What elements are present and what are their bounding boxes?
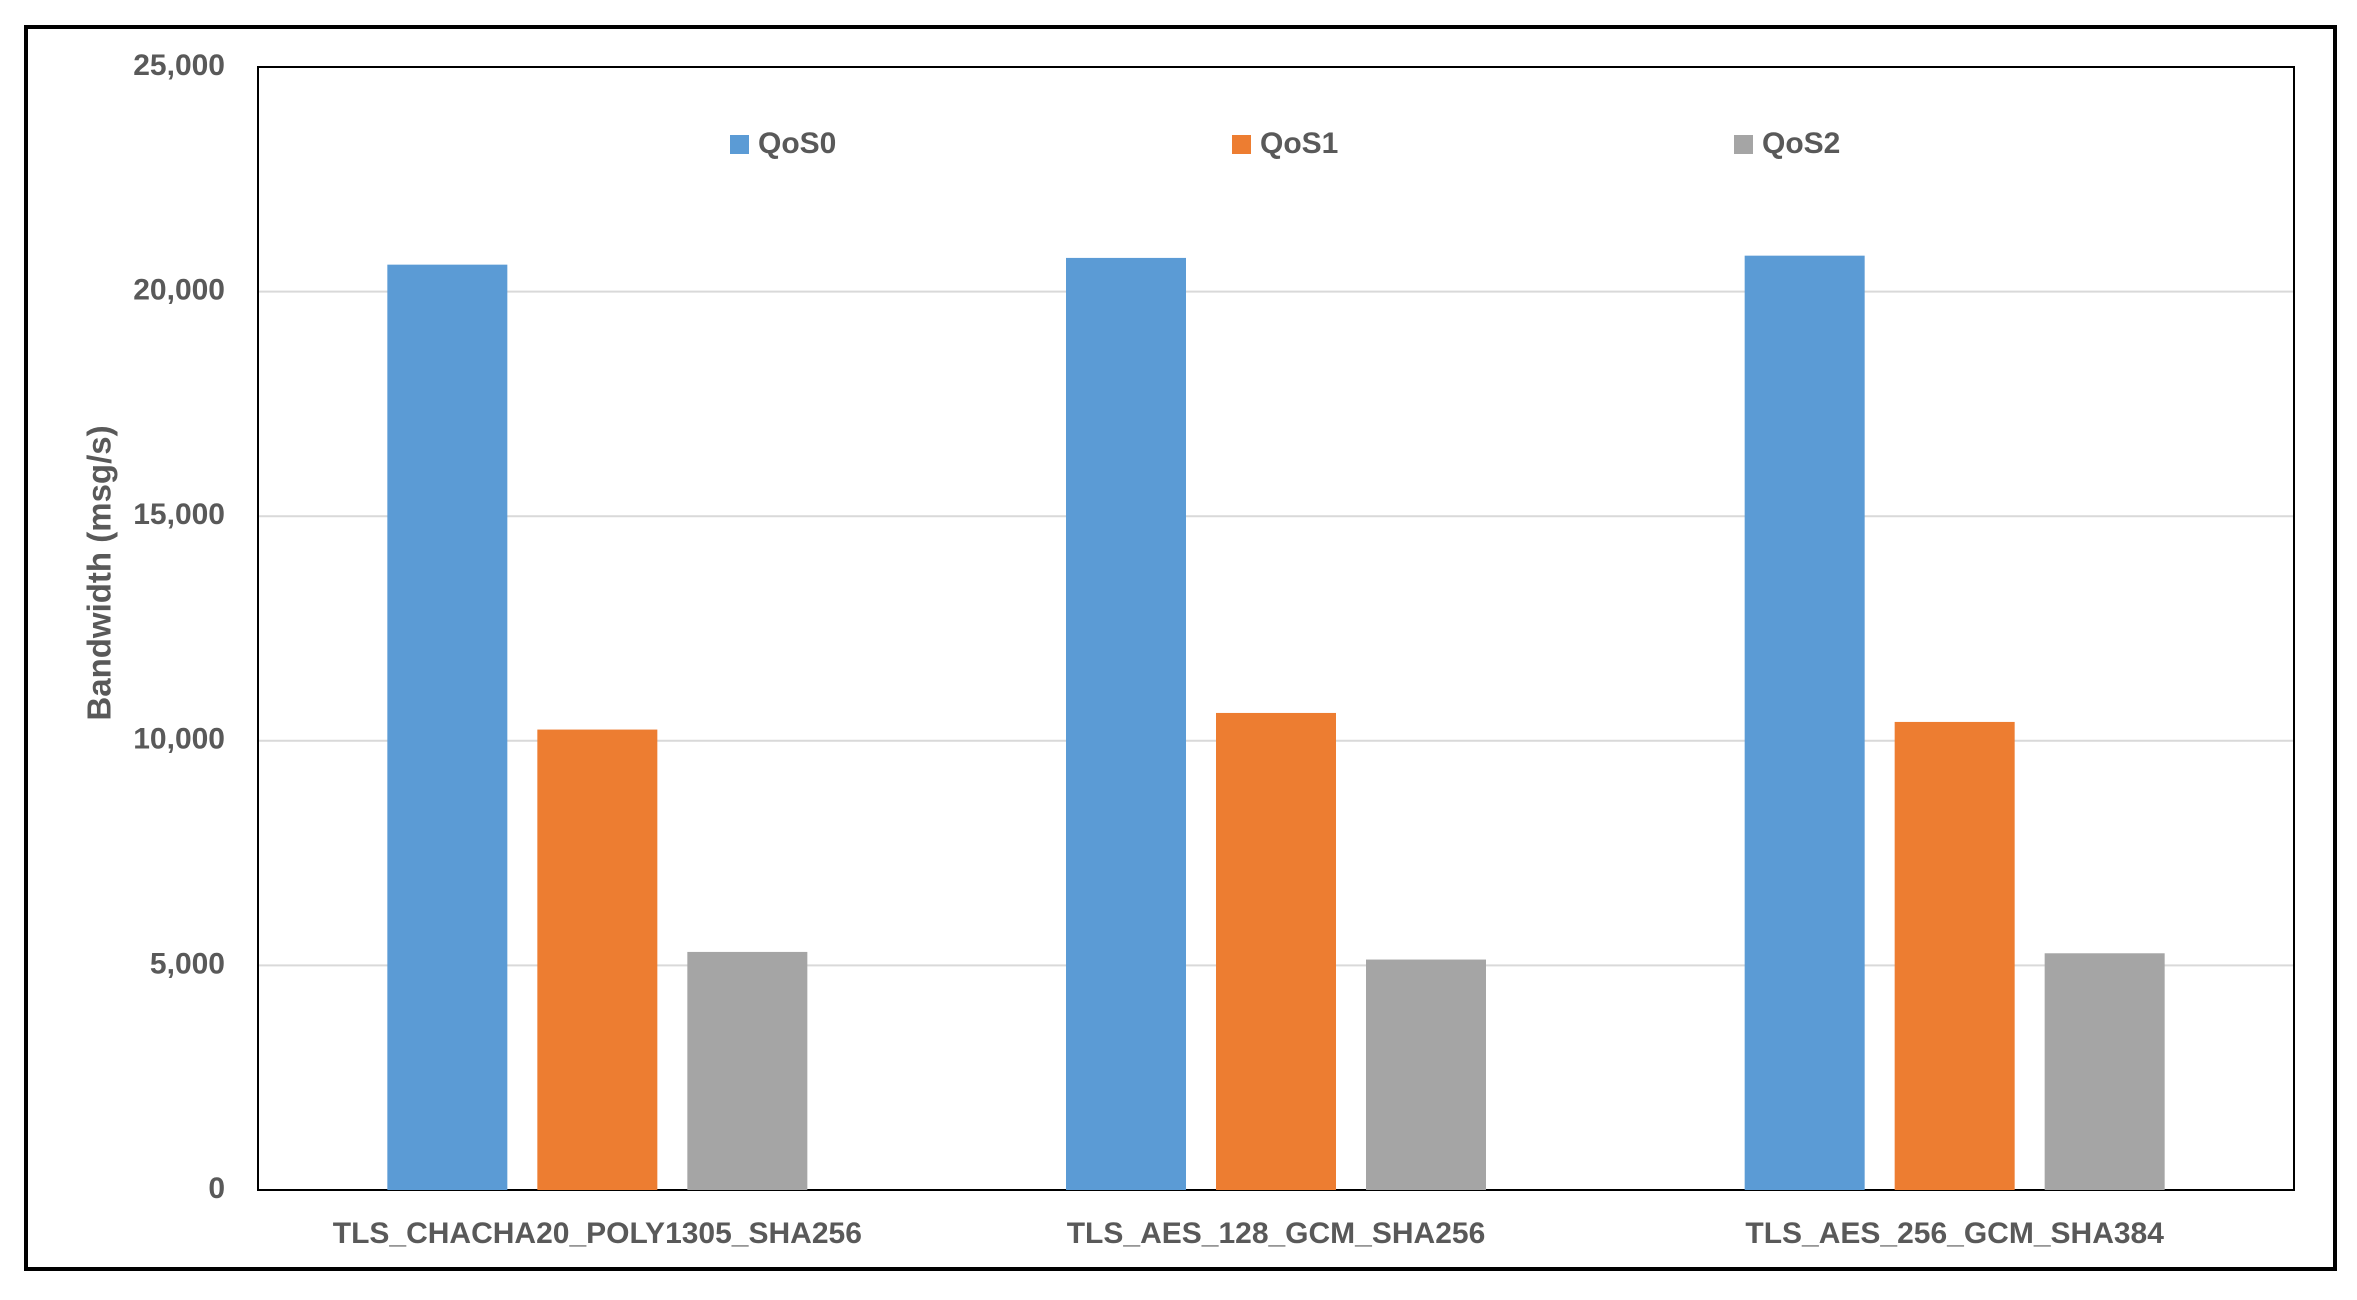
y-tick-label: 0	[208, 1172, 225, 1205]
y-axis-tick-labels: 0 5,000 10,000 15,000 20,000 25,000	[133, 49, 225, 1205]
bar-qos2-2	[1366, 959, 1486, 1190]
legend-label-qos2: QoS2	[1762, 127, 1840, 160]
bar-qos2-1	[687, 951, 808, 1190]
x-category-label: TLS_AES_128_GCM_SHA256	[1067, 1217, 1486, 1250]
legend: QoS0 QoS1 QoS2	[730, 127, 1840, 160]
legend-swatch-qos2	[1734, 135, 1753, 154]
x-category-label: TLS_CHACHA20_POLY1305_SHA256	[333, 1217, 862, 1250]
x-category-label: TLS_AES_256_GCM_SHA384	[1745, 1217, 2164, 1250]
y-tick-label: 20,000	[133, 274, 225, 307]
bar-qos0-2	[1066, 257, 1186, 1190]
bar-qos1-3	[1894, 721, 2015, 1190]
bar-qos2-3	[2044, 953, 2165, 1190]
legend-swatch-qos1	[1232, 135, 1251, 154]
y-tick-label: 25,000	[133, 49, 225, 82]
y-tick-label: 15,000	[133, 498, 225, 531]
bar-qos0-1	[387, 264, 508, 1190]
x-axis-category-labels: TLS_CHACHA20_POLY1305_SHA256 TLS_AES_128_…	[333, 1217, 2164, 1250]
bars	[387, 255, 2165, 1190]
legend-swatch-qos0	[730, 135, 749, 154]
legend-label-qos0: QoS0	[758, 127, 836, 160]
bar-qos1-1	[537, 729, 658, 1190]
y-tick-label: 5,000	[150, 947, 225, 980]
bar-qos0-3	[1744, 255, 1865, 1190]
bar-qos1-2	[1216, 712, 1336, 1190]
y-axis-label: Bandwidth (msg/s)	[81, 425, 118, 720]
legend-label-qos1: QoS1	[1260, 127, 1338, 160]
y-tick-label: 10,000	[133, 723, 225, 756]
